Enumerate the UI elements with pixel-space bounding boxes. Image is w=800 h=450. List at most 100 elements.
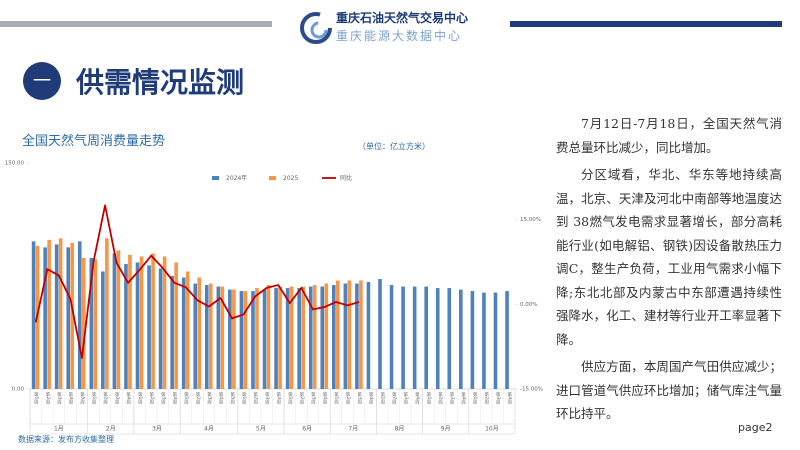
- x-tick-label: 第2周: [484, 391, 490, 405]
- bar: [401, 286, 405, 389]
- legend-swatch: [212, 176, 219, 180]
- x-tick-label: 第3周: [160, 391, 166, 405]
- x-tick-label: 第3周: [495, 391, 501, 405]
- bar: [424, 286, 428, 389]
- legend-label: 2025: [283, 175, 298, 182]
- legend-label: 2024年: [226, 174, 247, 182]
- x-tick-label: 第3周: [114, 391, 120, 405]
- bar: [251, 291, 255, 389]
- bar: [297, 288, 301, 389]
- bar: [336, 280, 340, 389]
- x-tick-label: 第1周: [472, 391, 478, 405]
- bar: [324, 283, 329, 389]
- logo: [300, 12, 332, 44]
- bar: [320, 286, 325, 389]
- x-tick-label: 第3周: [310, 391, 316, 405]
- bar: [112, 253, 117, 389]
- chart-unit: （单位：亿立方米）: [358, 141, 430, 151]
- bar: [147, 265, 151, 389]
- x-group-label: 3月: [152, 426, 162, 433]
- bar: [239, 291, 244, 389]
- paragraph: 7月12日-7月18日，全国天然气消费总量环比减少，同比增加。: [556, 116, 782, 155]
- x-group-label: 2月: [106, 426, 116, 433]
- bar: [343, 283, 348, 389]
- x-tick-label: 第2周: [437, 391, 443, 405]
- x-tick-label: 第4周: [507, 391, 513, 405]
- legend-label: 同比: [340, 174, 352, 182]
- bar: [301, 286, 305, 389]
- bar: [139, 256, 144, 389]
- bar: [366, 282, 371, 389]
- bar: [274, 288, 278, 389]
- x-group-label: 1月: [54, 426, 64, 433]
- y-tick-label: 150.00: [5, 161, 25, 167]
- bar: [58, 238, 63, 389]
- bar: [185, 271, 190, 389]
- header-bar-left: [0, 21, 272, 27]
- section-badge: [23, 62, 61, 100]
- bar: [70, 242, 75, 389]
- bar: [308, 286, 313, 389]
- page-number: page2: [738, 421, 772, 434]
- x-tick-label: 第1周: [241, 391, 247, 405]
- x-tick-label: 第4周: [68, 391, 74, 405]
- bar: [54, 244, 59, 389]
- bar: [459, 289, 463, 389]
- bar: [482, 292, 486, 389]
- bar: [31, 241, 36, 389]
- bar: [389, 285, 394, 389]
- x-tick-label: 第2周: [45, 391, 51, 405]
- source-note: 数据来源：发布方收集整理: [18, 434, 114, 444]
- bar: [193, 283, 198, 389]
- x-tick-label: 第2周: [253, 391, 259, 405]
- bar: [162, 256, 167, 389]
- bar: [116, 250, 121, 389]
- x-tick-label: 第3周: [264, 391, 270, 405]
- x-tick-label: 第3周: [449, 391, 455, 405]
- bar: [181, 277, 186, 389]
- x-tick-label: 第3周: [56, 391, 62, 405]
- x-group-label: 9月: [441, 426, 451, 433]
- bar: [93, 259, 98, 389]
- paragraph: 分区域看，华北、华东等地持续高温，北京、天津及河北中南部等地温度达到 38燃气发…: [556, 167, 782, 347]
- x-tick-label: 第4周: [414, 391, 420, 405]
- x-group-label: 8月: [395, 426, 405, 433]
- center-name: 重庆能源大数据中心: [336, 28, 462, 43]
- bar: [262, 289, 267, 389]
- bar: [243, 291, 248, 389]
- bar: [255, 288, 259, 389]
- x-group-label: 5月: [256, 426, 266, 433]
- bar: [412, 286, 417, 389]
- bar: [447, 288, 452, 389]
- x-tick-label: 第4周: [276, 391, 282, 405]
- x-tick-label: 第2周: [299, 391, 305, 405]
- bar: [216, 286, 221, 389]
- x-tick-label: 第1周: [91, 391, 97, 405]
- paragraph: 供应方面，本周国产气田供应减少；进口管道气供应环比增加；储气库注气量环比持平。: [556, 359, 782, 421]
- x-group-label: 7月: [348, 426, 358, 433]
- bar: [266, 285, 271, 389]
- header-bar-right: [510, 21, 782, 27]
- bar: [174, 262, 178, 389]
- bar: [101, 271, 105, 389]
- x-tick-label: 第1周: [33, 391, 39, 405]
- bar: [355, 283, 359, 389]
- x-tick-label: 第2周: [149, 391, 155, 405]
- bar: [435, 288, 440, 389]
- x-tick-label: 第2周: [391, 391, 397, 405]
- bar: [278, 286, 282, 389]
- bar: [505, 291, 509, 389]
- bar: [197, 277, 202, 389]
- y2-tick-label: 15.00%: [520, 217, 541, 223]
- x-tick-label: 第5周: [230, 391, 236, 405]
- bar: [312, 285, 317, 389]
- x-tick-label: 第4周: [322, 391, 328, 405]
- y-tick-label: 0.00: [12, 387, 25, 393]
- bar: [135, 262, 140, 389]
- y2-tick-label: -15.00%: [520, 387, 543, 393]
- bar: [89, 257, 94, 389]
- chart-title: 全国天然气周消费量走势: [22, 133, 165, 149]
- x-tick-label: 第2周: [345, 391, 351, 405]
- x-tick-label: 第5周: [79, 391, 85, 405]
